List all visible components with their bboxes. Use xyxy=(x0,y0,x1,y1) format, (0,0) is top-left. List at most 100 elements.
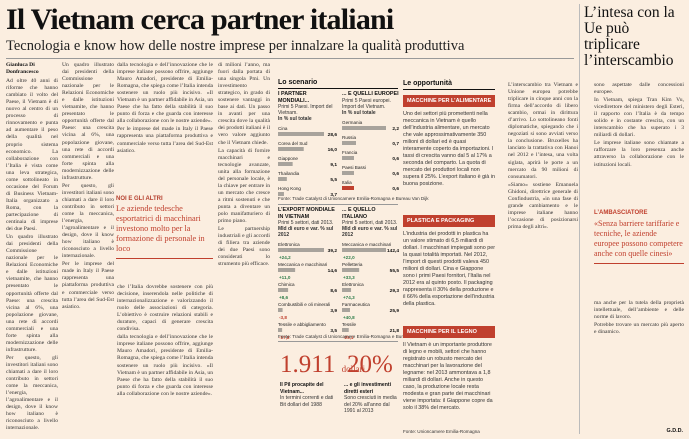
pull-quote-kicker: NOI E GLI ALTRI xyxy=(116,196,163,202)
change-label: -17,8 xyxy=(279,335,290,340)
chart-panel-europe-import: ... E QUELLI EUROPEI Primi 5 Paesi europ… xyxy=(342,91,400,194)
category-label: Elettronica xyxy=(278,242,300,247)
bar xyxy=(278,328,283,332)
chart-subtitle: Primi 5 Paesi. Import del Vietnam. xyxy=(278,104,333,116)
side-article-column-2: sono aspettate dalle concessioni europee… xyxy=(594,82,684,207)
change-label: +40,8 xyxy=(343,315,355,320)
side-paragraph: «Siamo» sostiene Emanuela Ghidoni, diret… xyxy=(508,181,578,230)
article-paragraph: dalla tecnologia e dell’innovazione che … xyxy=(117,62,213,125)
chart-unit: In % sul totale xyxy=(278,116,312,122)
category-label: Cina xyxy=(278,126,288,131)
value-label: 2,2 xyxy=(392,126,399,132)
opportunity-text: Il Vietnam è un importante produttore di… xyxy=(403,342,493,411)
bar-chart-world-export: Elettronica 39,2 +24,2 Meccanica e macchina… xyxy=(278,242,338,340)
value-label: 25,9 xyxy=(390,308,400,314)
bar xyxy=(342,268,360,272)
side-paragraph: sono aspettate dalle concessioni europee… xyxy=(594,82,684,96)
article-paragraph: Le partnership industriali e gli accordi… xyxy=(218,226,270,268)
chart-subtitle: Primi 5 Paesi europei. Import del Vietna… xyxy=(342,97,391,110)
opportunity-band-food-machinery: MACCHINE PER L’ALIMENTARE xyxy=(403,95,495,107)
value-label: 0,6 xyxy=(392,186,399,192)
category-label: Tessile xyxy=(342,322,356,327)
chart-title: I PARTNER MONDIALI... xyxy=(278,91,310,104)
side-article-column-1: L’interscambio tra Vietnam e Unione euro… xyxy=(508,82,578,434)
bar xyxy=(278,147,304,151)
value-label: 9,1 xyxy=(330,162,337,168)
pull-quote-rule xyxy=(116,258,213,259)
scenario-divider xyxy=(278,341,398,342)
scenario-divider xyxy=(278,204,398,205)
change-label: +11,0 xyxy=(279,275,291,280)
category-label: Chimica xyxy=(278,282,295,287)
category-label: Giappone xyxy=(278,156,298,161)
opportunity-text: L’industria dei prodotti in plastica ha … xyxy=(403,231,495,307)
chart-title: L’EXPORT MONDIALE IN VIETNAM xyxy=(278,207,335,220)
article-column-2: Un quadro illustrato dai presidenti dell… xyxy=(62,62,114,434)
article-paragraph: Per le imprese del made in Italy il Paes… xyxy=(117,126,213,154)
category-label: Tessile e abbigliamento xyxy=(278,322,326,327)
category-label: Farmaceutica xyxy=(342,302,370,307)
chart-source: Fonte: Trade Catalyst di Unioncamere Emi… xyxy=(278,196,429,201)
chart-unit: Mld di euro e var. % sul 2012 xyxy=(342,226,398,238)
fdi-growth-number: 20% xyxy=(347,351,393,378)
value-label: 0,6 xyxy=(392,156,399,162)
side-column-divider xyxy=(579,4,580,434)
bar xyxy=(278,308,283,312)
change-label: -3,8 xyxy=(279,315,287,320)
ambassador-quote: L’AMBASCIATORE «Senza barriere tariffari… xyxy=(594,210,684,264)
article-column-3-lower: che l’Italia dovrebbe sostenere con più … xyxy=(117,284,213,434)
bar xyxy=(342,185,354,190)
side-paragraph: Potrebbe trovare un mercato più aperto e… xyxy=(594,322,684,336)
bar xyxy=(278,162,293,166)
headline: Il Vietnam cerca partner italiani xyxy=(6,3,394,36)
chart-unit: Mld di euro e var. % sul 2012 xyxy=(278,226,334,238)
headline-divider xyxy=(6,58,574,59)
article-column-4: di milioni l’anno, ma fuori dalla portat… xyxy=(218,62,270,434)
byline: Gianluca Di Donfrancesco xyxy=(6,62,39,76)
opportunity-band-wood-machinery: MACCHINE PER IL LEGNO xyxy=(403,326,495,338)
chart-panel-italy-export: ... E QUELLO ITALIANO Primi 5 settori, d… xyxy=(342,207,400,340)
bar xyxy=(342,248,386,252)
opportunities-rule xyxy=(403,89,495,90)
article-paragraph: Un quadro illustrato dai presidenti dell… xyxy=(6,234,58,353)
bar xyxy=(278,192,284,196)
bar xyxy=(278,132,324,136)
side-paragraph: In Vietnam, spiega Tran Kim Vu, vicedire… xyxy=(594,97,684,139)
value-label: 8,6 xyxy=(330,288,337,294)
article-paragraph: La capacità di fornire macchinari e tecn… xyxy=(218,147,270,225)
category-label: Germania xyxy=(342,120,363,125)
category-label: Francia xyxy=(342,150,358,155)
ambassador-kicker: L’AMBASCIATORE xyxy=(594,210,648,216)
category-label: Thailandia xyxy=(278,171,300,176)
category-label: Paesi Bassi xyxy=(342,165,366,170)
category-label: Meccanica e macchinari xyxy=(342,242,391,247)
ambassador-rule xyxy=(594,263,684,264)
side-paragraph: L’interscambio tra Vietnam e Unione euro… xyxy=(508,82,578,180)
article-paragraph: di milioni l’anno, ma fuori dalla portat… xyxy=(218,62,270,146)
change-label: +74,3 xyxy=(343,295,355,300)
category-label: Pelletteria xyxy=(342,262,363,267)
value-label: 55,5 xyxy=(390,268,400,274)
subheadline: Tecnologia e know how delle nostre impre… xyxy=(6,38,465,54)
value-label: 0,6 xyxy=(392,171,399,177)
article-paragraph: dalla tecnologia e dell’innovazione che … xyxy=(117,334,213,397)
opportunities-title: Le opportunità xyxy=(403,80,452,87)
scenario-rule xyxy=(278,88,398,89)
pull-quote-text: Le aziende tedesche esportatrici di macc… xyxy=(116,204,205,253)
bar xyxy=(342,125,386,130)
side-paragraph: ma anche per la tutela della proprietà i… xyxy=(594,300,684,321)
bar-chart-europe-import: Germania 2,2 Russia 0,7 Francia 0,6 Paesi Bass… xyxy=(342,120,399,192)
category-label: Meccanica e macchinari xyxy=(278,262,327,267)
opportunities-source: Fonte: Unioncamere Emilia-Romagna xyxy=(403,429,480,434)
bar xyxy=(278,268,296,272)
opportunity-band-plastics: PLASTICA E PACKAGING xyxy=(403,215,495,227)
gdp-per-capita-number: 1.911 dollari xyxy=(280,351,366,378)
bar xyxy=(278,248,324,252)
value-label: 21,8 xyxy=(390,328,400,334)
value-label: 39,2 xyxy=(328,248,338,254)
bar-chart-world-import: Cina 28,6 Corea del Sud 16,0 Giappone 9,1 Thai… xyxy=(278,126,337,198)
value-label: 3,7 xyxy=(330,192,337,198)
chart-panel-world-export: L’EXPORT MONDIALE IN VIETNAM Primi 5 set… xyxy=(278,207,338,340)
article-paragraph: Per questo, gli investitori italiani son… xyxy=(6,354,58,432)
side-article-column-2-lower: ma anche per la tutela della proprietà i… xyxy=(594,300,684,425)
